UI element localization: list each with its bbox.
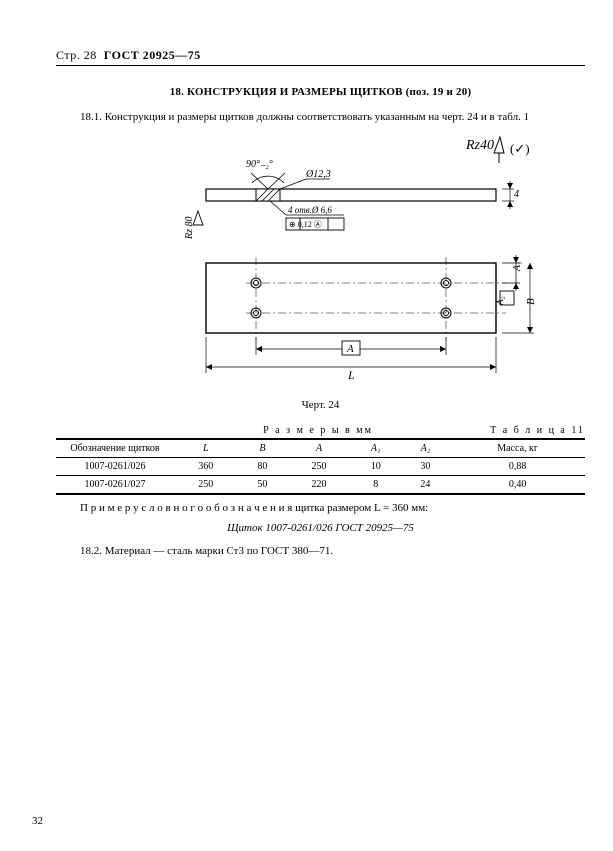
dim-a1: A₁ (512, 261, 523, 272)
col-b: B (238, 439, 288, 458)
table-row: 1007-0261/026 360 80 250 10 30 0,88 (56, 457, 585, 475)
col-designation: Обозначение щитков (56, 439, 174, 458)
gost-number: ГОСТ 20925—75 (104, 48, 201, 62)
table-caption-row: Р а з м е р ы в мм Т а б л и ц а 11 (56, 425, 585, 436)
rz80-label: Rz 80 (184, 216, 195, 240)
col-a2: A₂ (401, 439, 451, 458)
thickness-label: 4 (514, 189, 519, 200)
paragraph-18-1: 18.1. Конструкция и размеры щитков должн… (56, 110, 585, 125)
phi-label: Ø12,3 (305, 169, 331, 180)
col-l: L (174, 439, 238, 458)
gd-tol-label: ⊕ 0,12 Ⓐ (289, 220, 322, 229)
col-a1: A₁ (351, 439, 401, 458)
tech-drawing: Rz40 (✓) 90°₋₂° Ø12,3 4 отв.Ø 6,6 ⊕ 0,12… (56, 133, 585, 393)
page-number: 32 (32, 815, 43, 827)
rz40-label: Rz40 (465, 138, 494, 153)
example-intro: П р и м е р у с л о в н о г о о б о з н … (56, 501, 585, 516)
page-header: Стр. 28 ГОСТ 20925—75 (56, 48, 585, 66)
dim-l: L (347, 368, 355, 382)
dim-a2: A₂ (495, 296, 505, 306)
dim-a: A (346, 343, 354, 355)
drawing-svg: Rz40 (✓) 90°₋₂° Ø12,3 4 отв.Ø 6,6 ⊕ 0,12… (106, 133, 536, 393)
paragraph-18-2: 18.2. Материал — сталь марки Ст3 по ГОСТ… (56, 544, 585, 559)
page-label: Стр. 28 (56, 48, 97, 62)
four-holes-label: 4 отв.Ø 6,6 (288, 205, 332, 215)
example-designation: Щиток 1007-0261/026 ГОСТ 20925—75 (56, 522, 585, 534)
dim-b: B (525, 298, 536, 305)
table-row: 1007-0261/027 250 50 220 8 24 0,40 (56, 475, 585, 494)
table-header-row: Обозначение щитков L B A A₁ A₂ Масса, кг (56, 439, 585, 458)
dimensions-table: Обозначение щитков L B A A₁ A₂ Масса, кг… (56, 438, 585, 495)
chert-label: Черт. 24 (56, 399, 585, 411)
angle-label: 90°₋₂° (246, 159, 273, 170)
table-caption-right: Т а б л и ц а 11 (490, 425, 585, 436)
col-mass: Масса, кг (450, 439, 585, 458)
col-a: A (287, 439, 351, 458)
check-symbol: (✓) (510, 141, 530, 156)
table-caption-center: Р а з м е р ы в мм (146, 425, 490, 436)
section-title: 18. КОНСТРУКЦИЯ И РАЗМЕРЫ ЩИТКОВ (поз. 1… (56, 86, 585, 98)
